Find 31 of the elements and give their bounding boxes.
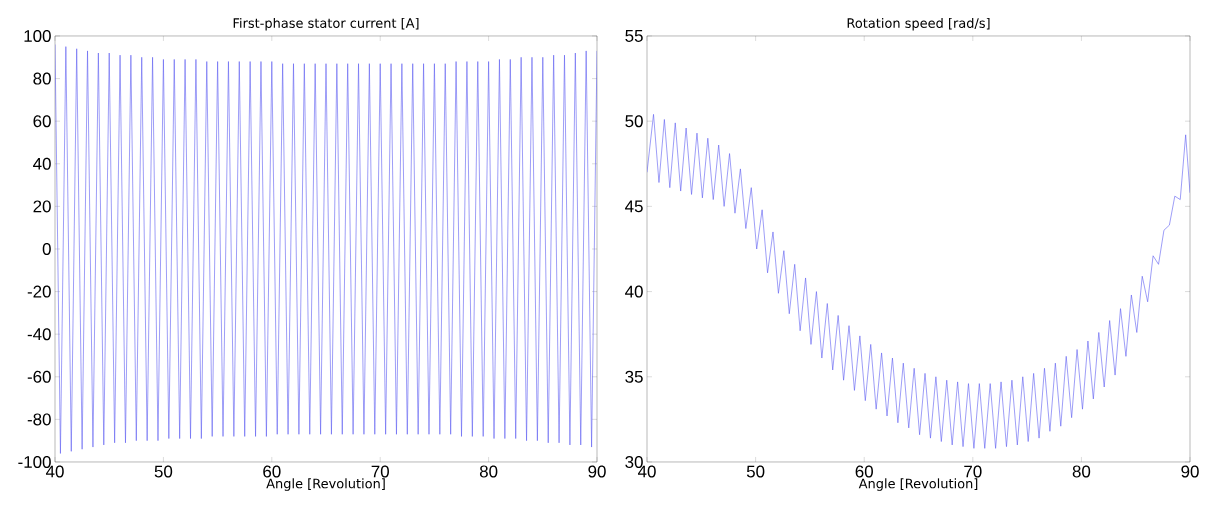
x-tick-label: 60 <box>263 465 281 478</box>
y-tick-label: 45 <box>625 200 643 213</box>
y-tick-label: -60 <box>27 370 51 383</box>
x-tick-label: 70 <box>964 465 982 478</box>
y-tick-label: -40 <box>27 328 51 341</box>
x-axis-title: Angle [Revolution] <box>858 478 978 491</box>
y-tick-label: 40 <box>33 157 51 170</box>
y-tick-label: 0 <box>42 242 51 255</box>
line-series <box>647 114 1191 449</box>
x-tick-label: 50 <box>746 465 765 478</box>
y-tick-label: -80 <box>27 413 51 426</box>
x-tick-label: 80 <box>479 465 498 478</box>
y-tick-label: 60 <box>33 115 51 128</box>
chart-title: First-phase stator current [A] <box>233 17 419 31</box>
y-tick-label: 50 <box>625 115 643 128</box>
line-series <box>55 44 598 454</box>
x-tick-label: 70 <box>371 465 389 478</box>
x-tick-label: 60 <box>855 465 873 478</box>
y-tick-label: 20 <box>33 200 51 213</box>
x-tick-label: 90 <box>588 465 606 478</box>
y-tick-label: 80 <box>33 72 51 85</box>
y-tick-label: 55 <box>625 30 643 42</box>
x-tick-label: 80 <box>1072 465 1091 478</box>
x-tick-label: 90 <box>1181 465 1199 478</box>
chart-title: Rotation speed [rad/s] <box>847 17 990 31</box>
x-axis-title: Angle [Revolution] <box>266 478 385 491</box>
x-tick-label: 50 <box>154 465 173 478</box>
y-tick-label: 40 <box>625 285 643 298</box>
y-tick-label: 100 <box>24 29 51 42</box>
y-tick-label: -20 <box>27 285 51 298</box>
y-tick-label: 35 <box>625 370 643 383</box>
